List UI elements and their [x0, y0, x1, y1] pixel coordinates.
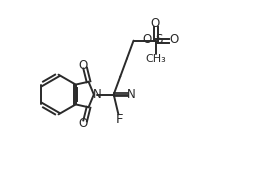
Text: O: O [78, 59, 87, 72]
Text: O: O [168, 33, 178, 46]
Text: N: N [126, 88, 135, 101]
Text: O: O [150, 17, 159, 30]
Text: O: O [78, 117, 87, 130]
Text: CH₃: CH₃ [145, 54, 166, 64]
Text: O: O [142, 33, 151, 46]
Text: F: F [115, 113, 123, 126]
Text: N: N [92, 88, 101, 101]
Text: S: S [155, 33, 162, 46]
